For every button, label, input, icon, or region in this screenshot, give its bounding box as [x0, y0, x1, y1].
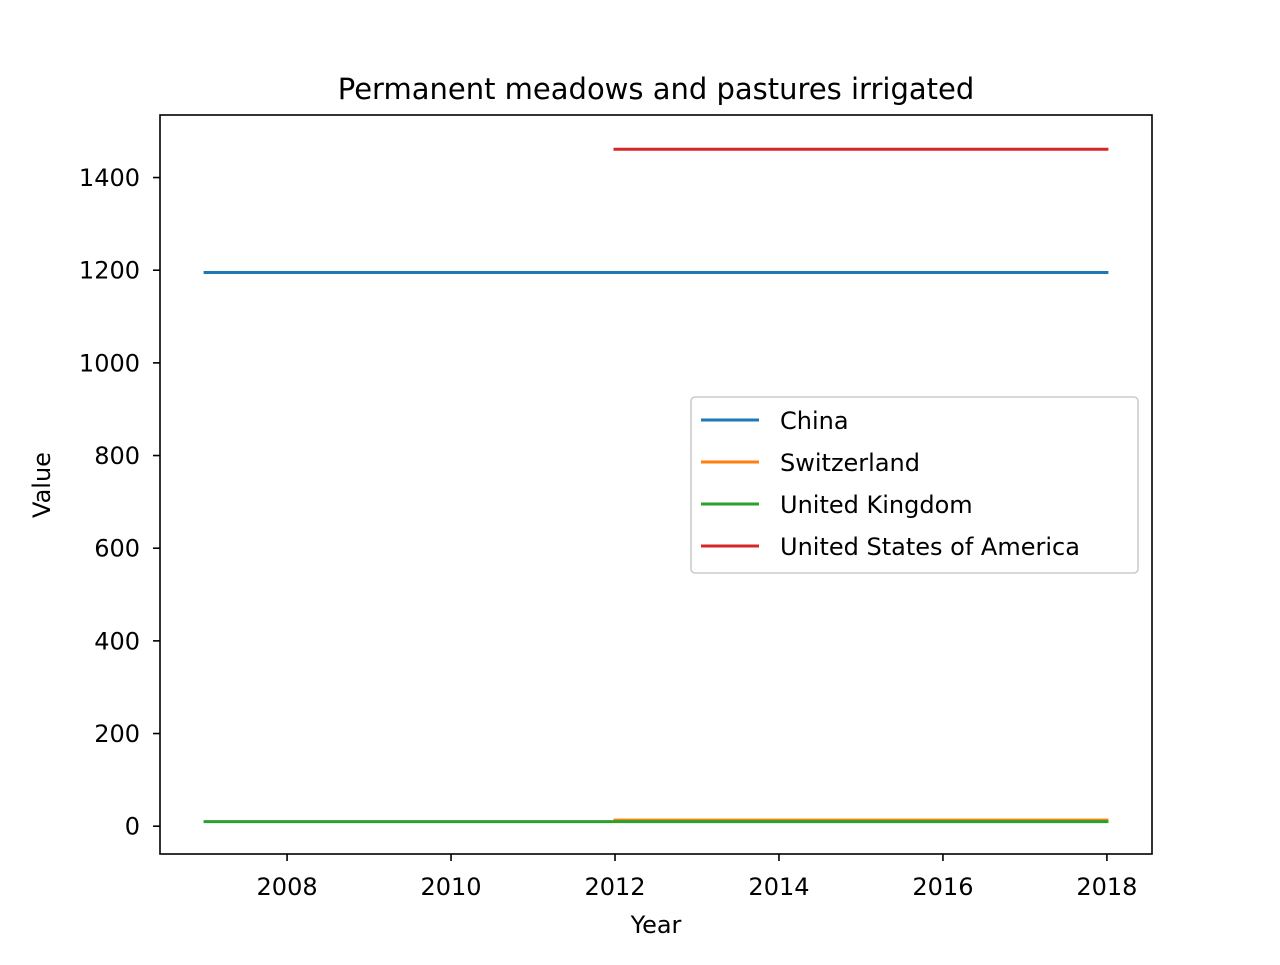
- x-tick-label: 2008: [257, 873, 318, 901]
- y-tick-label: 200: [94, 720, 140, 748]
- legend-label: United Kingdom: [780, 491, 973, 519]
- x-tick-label: 2014: [748, 873, 809, 901]
- plot-area: [203, 147, 1109, 824]
- x-tick-label: 2018: [1076, 873, 1137, 901]
- chart-title: Permanent meadows and pastures irrigated: [338, 72, 975, 106]
- axes-frame: [159, 114, 1153, 855]
- x-axis: 2008 2010 2012 2014 2016 2018: [257, 854, 1137, 901]
- legend-label: Switzerland: [780, 449, 920, 477]
- y-tick-label: 400: [94, 627, 140, 655]
- x-tick-label: 2016: [912, 873, 973, 901]
- x-tick-label: 2010: [421, 873, 482, 901]
- y-axis: 0 200 400 600 800 1000 1200 1400: [79, 164, 160, 841]
- y-tick-label: 800: [94, 442, 140, 470]
- y-tick-label: 1200: [79, 257, 140, 285]
- y-axis-label: Value: [28, 452, 56, 518]
- x-tick-label: 2012: [584, 873, 645, 901]
- legend-label: China: [780, 407, 849, 435]
- y-tick-label: 600: [94, 535, 140, 563]
- y-tick-label: 1000: [79, 349, 140, 377]
- y-tick-label: 0: [125, 813, 140, 841]
- x-axis-label: Year: [630, 911, 682, 939]
- y-tick-label: 1400: [79, 164, 140, 192]
- legend: China Switzerland United Kingdom United Sta…: [690, 396, 1139, 574]
- legend-box: [690, 396, 1139, 574]
- legend-label: United States of America: [780, 533, 1080, 561]
